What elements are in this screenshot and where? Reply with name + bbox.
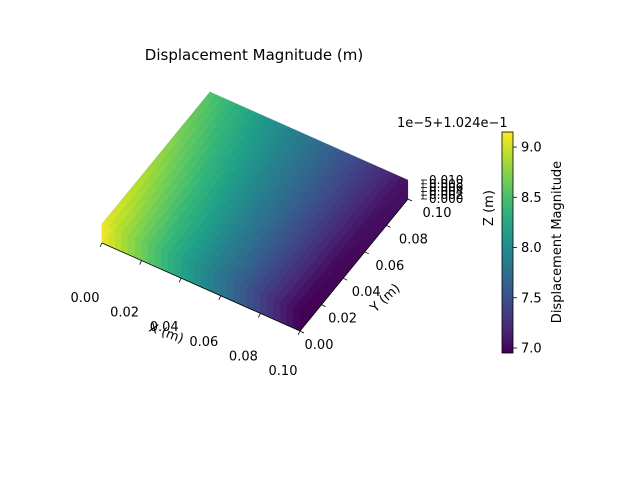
surface-cell	[246, 288, 255, 311]
x-tick-label: 0.10	[269, 364, 298, 379]
surface-cell	[114, 229, 123, 253]
x-tick	[258, 313, 261, 318]
surface-cell	[253, 291, 261, 314]
y-tick-label: 0.02	[328, 312, 357, 327]
surface-cell	[293, 308, 301, 331]
y-tick	[343, 277, 348, 281]
x-tick-label: 0.02	[110, 306, 139, 321]
surface-cell	[128, 235, 136, 259]
surface-cell	[141, 241, 149, 264]
y-axis: 0.00 0.02 0.04 0.06 0.08 0.10	[299, 198, 452, 353]
surface-cell	[187, 261, 195, 285]
surface-cell	[273, 299, 281, 323]
y-tick-label: 0.00	[305, 338, 334, 353]
surface-cell	[233, 282, 241, 306]
y-tick	[386, 225, 391, 228]
x-axis-line	[101, 242, 301, 332]
colorbar-tick-label: 8.0	[521, 241, 542, 256]
z-tick-label: 0.008	[429, 177, 463, 191]
x-tick	[297, 330, 301, 336]
z-tick-label: 0.004	[429, 184, 463, 198]
surface-cell	[167, 252, 175, 276]
x-tick	[139, 260, 142, 265]
y-tick	[407, 198, 413, 202]
surface-cell	[194, 264, 202, 288]
surface-cell	[200, 267, 208, 291]
surface-cell	[260, 293, 268, 317]
colorbar-offset-text: 1e−5+1.024e−1	[397, 116, 508, 131]
surface-cell	[180, 258, 189, 282]
surface-cell	[161, 249, 169, 273]
x-tick	[178, 278, 182, 283]
surface-cell	[154, 247, 162, 270]
colorbar-tick-label: 8.5	[521, 191, 542, 206]
surface-cell	[207, 270, 215, 294]
y-axis-line	[299, 198, 409, 332]
surface-cell	[213, 273, 222, 297]
y-tick-label: 0.04	[352, 285, 381, 300]
colorbar-scale	[501, 131, 514, 354]
x-axis: 0.00 0.02 0.04 0.06 0.08 0.10	[71, 242, 301, 379]
surface-cell	[240, 285, 248, 308]
y-tick-label: 0.08	[399, 232, 428, 247]
y-tick	[299, 330, 305, 334]
colorbar-label: Displacement Magnitude	[550, 161, 565, 323]
y-tick	[321, 304, 326, 307]
surface-cell	[134, 238, 142, 262]
colorbar: 1e−5+1.024e−1 7.0 7.5 8.0 8.5 9.0 Displaceme…	[397, 116, 565, 356]
surface-cell	[227, 279, 235, 303]
surface-cell	[220, 276, 228, 300]
chart-title: Displacement Magnitude (m)	[145, 46, 363, 64]
colorbar-tick-label: 7.5	[521, 291, 542, 306]
surface-cell	[397, 176, 408, 185]
y-tick-label: 0.06	[375, 259, 404, 274]
surface-cell	[279, 302, 288, 326]
x-tick-label: 0.06	[189, 335, 218, 350]
colorbar-ticks: 7.0 7.5 8.0 8.5 9.0	[513, 141, 542, 356]
x-tick-label: 0.08	[229, 349, 258, 364]
displacement-surface	[102, 92, 408, 331]
x-tick-label: 0.04	[150, 320, 179, 335]
x-tick	[218, 295, 222, 300]
z-tick-label: 0.002	[429, 188, 463, 202]
colorbar-tick-label: 7.0	[521, 341, 542, 356]
y-tick-label: 0.10	[423, 206, 452, 221]
z-axis-label: Z (m)	[482, 190, 497, 226]
colorbar-tick-label: 9.0	[521, 141, 542, 156]
x-tick-label: 0.00	[71, 291, 100, 306]
axes-3d: 0.000.020.040.060.080.10 0.000.020.040.0…	[71, 91, 463, 379]
z-tick-label: 0.000	[429, 192, 463, 206]
y-tick	[364, 251, 369, 255]
surface-cell	[174, 255, 182, 279]
z-tick-label: 0.006	[429, 181, 463, 195]
surface-cell	[121, 232, 129, 256]
z-tick-label: 0.010	[429, 173, 463, 187]
x-tick	[99, 242, 103, 248]
surface-cell	[286, 305, 294, 329]
surface-cell	[147, 244, 156, 267]
surface-cell	[266, 296, 274, 320]
